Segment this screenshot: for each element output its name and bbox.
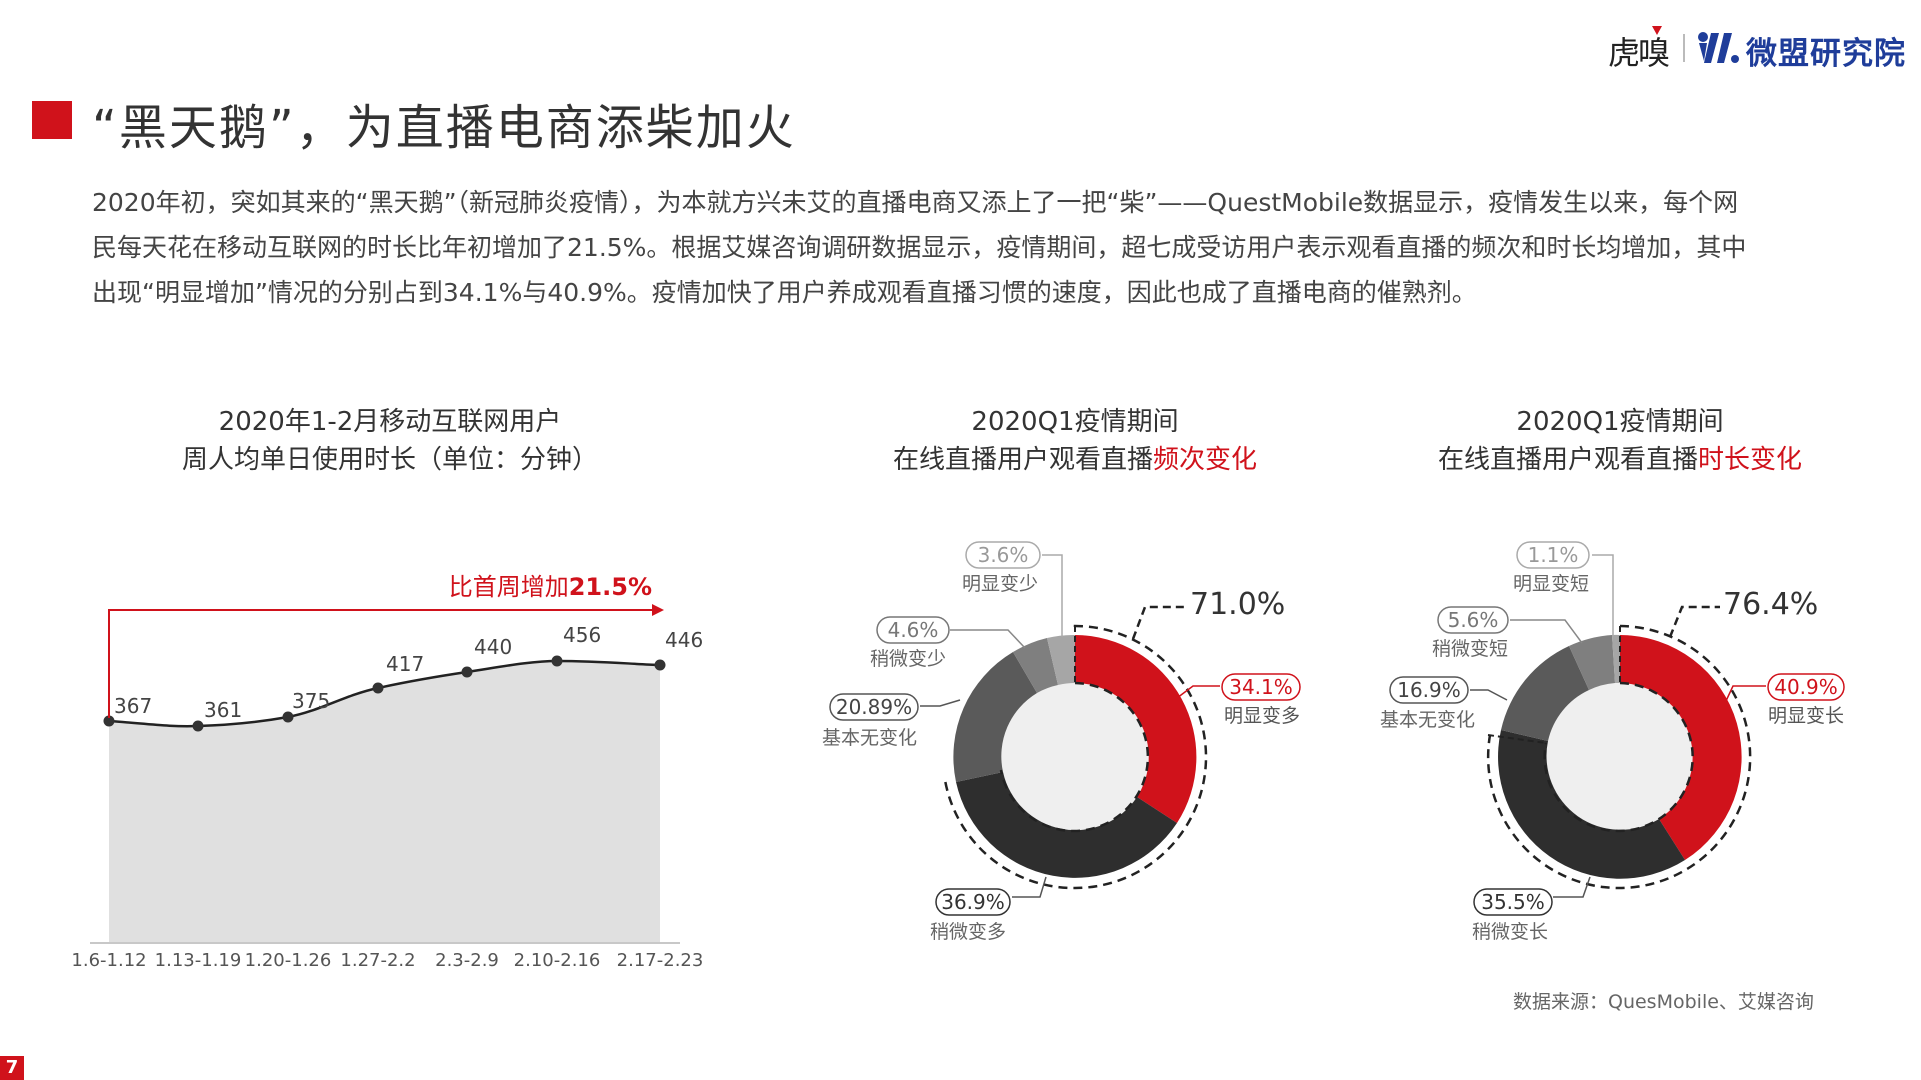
segment-significantly-longer (1620, 635, 1742, 860)
svg-text:明显变长: 明显变长 (1768, 705, 1844, 727)
segment-slightly-less (1013, 638, 1058, 693)
svg-text:76.4%: 76.4% (1723, 587, 1818, 622)
svg-text:基本无变化: 基本无变化 (822, 727, 917, 749)
huxiu-logo-text: 虎嗅 (1608, 34, 1670, 72)
weimeng-logo-icon (1698, 32, 1739, 63)
svg-text:367: 367 (114, 694, 152, 718)
svg-text:71.0%: 71.0% (1190, 587, 1285, 622)
svg-text:456: 456 (563, 623, 601, 647)
x-tick: 1.6-1.12 (71, 950, 147, 971)
paragraph-line: 民每天花在移动互联网的时长比年初增加了21.5%。根据艾媒咨询调研数据显示，疫情… (92, 233, 1747, 262)
svg-text:明显变多: 明显变多 (1224, 705, 1300, 727)
paragraph-line: 出现“明显增加”情况的分别占到34.1%与40.9%。疫情加快了用户养成观看直播… (92, 278, 1477, 307)
segment-significantly-shorter (1612, 634, 1620, 683)
area-fill (109, 661, 660, 942)
page-number: 7 (0, 1056, 24, 1080)
increase-annotation: 比首周增加21.5% (449, 573, 652, 601)
svg-text:5.6%: 5.6% (1448, 608, 1499, 632)
weimeng-logo-text: 微盟研究院 (1746, 36, 1906, 72)
svg-text:16.9%: 16.9% (1397, 678, 1461, 702)
segment-no-change (953, 652, 1037, 782)
svg-text:稍微变长: 稍微变长 (1472, 921, 1548, 943)
x-tick: 2.10-2.16 (513, 950, 601, 971)
svg-text:明显变短: 明显变短 (1513, 573, 1589, 595)
increase-arrow (108, 609, 655, 718)
svg-text:40.9%: 40.9% (1774, 675, 1838, 699)
frequency-chart-title: 2020Q1疫情期间 在线直播用户观看直播频次变化 (830, 403, 1320, 479)
huxiu-logo: 虎嗅 (1608, 26, 1670, 74)
svg-text:35.5%: 35.5% (1481, 890, 1545, 914)
duration-chart-title-line2: 在线直播用户观看直播时长变化 (1437, 445, 1803, 475)
segment-significantly-more (1075, 635, 1197, 823)
x-tick: 2.17-2.23 (616, 950, 704, 971)
svg-text:361: 361 (204, 698, 242, 722)
duration-chart-title: 2020Q1疫情期间 在线直播用户观看直播时长变化 (1380, 403, 1860, 479)
svg-text:稍微变多: 稍微变多 (930, 921, 1006, 943)
svg-text:1.1%: 1.1% (1528, 543, 1579, 567)
svg-text:4.6%: 4.6% (888, 618, 939, 642)
usage-area-chart: 367 361 375 417 440 456 446 比首周增加21.5% (90, 573, 703, 944)
line-chart-title: 2020年1-2月移动互联网用户 周人均单日使用时长（单位：分钟） (150, 403, 630, 479)
line-chart-title-line1: 2020年1-2月移动互联网用户 (218, 407, 562, 437)
line-chart-title-line2: 周人均单日使用时长（单位：分钟） (181, 445, 598, 475)
x-tick: 2.3-2.9 (435, 950, 499, 971)
paragraph-line: 2020年初，突如其来的“黑天鹅”（新冠肺炎疫情），为本就方兴未艾的直播电商又添… (92, 188, 1739, 217)
duration-chart-title-line1: 2020Q1疫情期间 (1516, 407, 1724, 437)
x-tick: 1.13-1.19 (154, 950, 242, 971)
svg-text:20.89%: 20.89% (836, 695, 912, 719)
huxiu-logo-mark-icon (1652, 26, 1662, 35)
logo-divider (1683, 34, 1685, 62)
svg-text:34.1%: 34.1% (1229, 675, 1293, 699)
frequency-donut-chart: 71.0% 34.1% 明显变多 36.9% 稍微变多 20.89% 基本无变化… (822, 541, 1301, 943)
svg-text:稍微变短: 稍微变短 (1432, 638, 1508, 660)
svg-text:375: 375 (292, 689, 330, 713)
segment-no-change (1501, 646, 1589, 741)
data-source: 数据来源：QuesMobile、艾媒咨询 (1513, 991, 1814, 1013)
svg-text:稍微变少: 稍微变少 (870, 648, 946, 670)
frequency-chart-title-line1: 2020Q1疫情期间 (971, 407, 1179, 437)
svg-text:417: 417 (386, 652, 424, 676)
x-tick: 1.20-1.26 (244, 950, 332, 971)
segment-significantly-less (1047, 634, 1075, 685)
title-marker (32, 101, 72, 139)
intro-paragraph: 2020年初，突如其来的“黑天鹅”（新冠肺炎疫情），为本就方兴未艾的直播电商又添… (92, 180, 1852, 315)
segment-slightly-shorter (1569, 635, 1615, 690)
svg-text:基本无变化: 基本无变化 (1380, 709, 1475, 731)
svg-text:446: 446 (665, 628, 703, 652)
value-labels: 367 361 375 417 440 456 446 (114, 623, 703, 722)
svg-text:36.9%: 36.9% (941, 890, 1005, 914)
x-tick: 1.27-2.2 (340, 950, 416, 971)
page-title: “黑天鹅”，为直播电商添柴加火 (92, 100, 796, 156)
frequency-chart-title-line2: 在线直播用户观看直播频次变化 (892, 445, 1258, 475)
data-points (103, 655, 666, 732)
svg-text:3.6%: 3.6% (978, 543, 1029, 567)
duration-donut-chart: 76.4% 40.9% 明显变长 35.5% 稍微变长 16.9% 基本无变化 … (1380, 541, 1845, 943)
arrow-head-icon (652, 604, 664, 616)
svg-text:440: 440 (474, 635, 512, 659)
svg-text:明显变少: 明显变少 (962, 573, 1038, 595)
